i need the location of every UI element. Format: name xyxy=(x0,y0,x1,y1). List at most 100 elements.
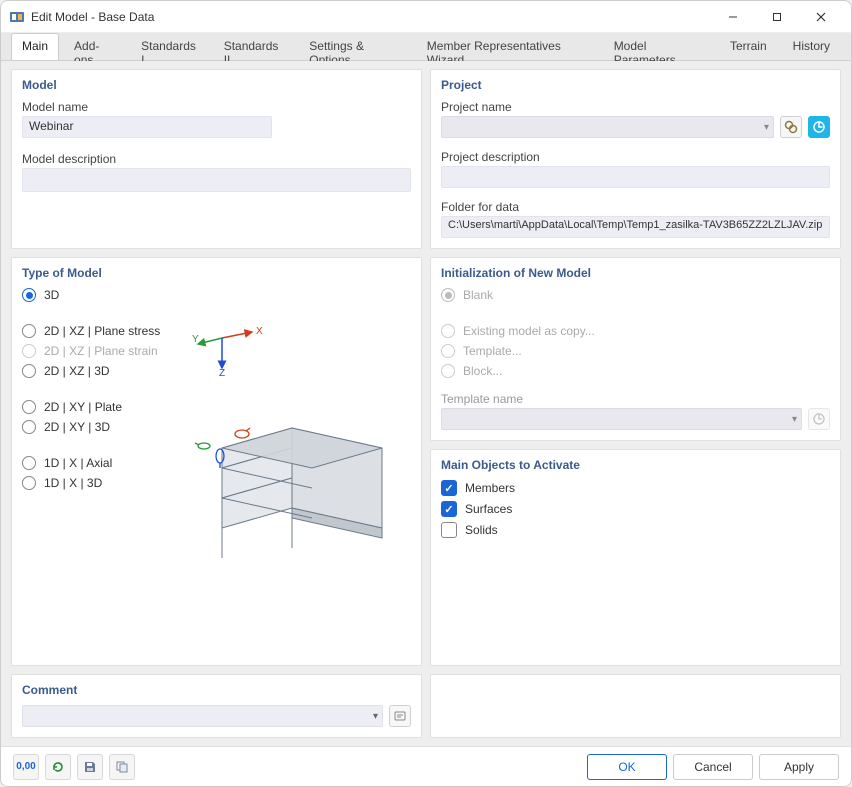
units-tool-icon[interactable]: 0,00 xyxy=(13,754,39,780)
project-section-title: Project xyxy=(441,78,830,92)
mainobj-check-members[interactable]: Members xyxy=(441,480,830,496)
checkbox-label: Members xyxy=(465,481,515,495)
project-manager-icon[interactable] xyxy=(780,116,802,138)
tab-settings-options[interactable]: Settings & Options xyxy=(298,33,412,60)
checkbox-label: Surfaces xyxy=(465,502,512,516)
svg-text:Z: Z xyxy=(219,368,225,378)
tabstrip: MainAdd-onsStandards IStandards IISettin… xyxy=(1,33,851,61)
ok-button[interactable]: OK xyxy=(587,754,667,780)
dialog-window: Edit Model - Base Data MainAdd-onsStanda… xyxy=(0,0,852,787)
comment-section-title: Comment xyxy=(22,683,411,697)
radio-icon xyxy=(441,364,455,378)
content-area: Model Model name Webinar Model descripti… xyxy=(1,61,851,674)
comment-combo[interactable]: ▾ xyxy=(22,705,383,727)
model-isometric-preview xyxy=(192,408,412,578)
minimize-button[interactable] xyxy=(711,2,755,32)
radio-icon xyxy=(22,420,36,434)
comment-edit-icon[interactable] xyxy=(389,705,411,727)
radio-label: 2D | XZ | Plane stress xyxy=(44,324,160,338)
refresh-tool-icon[interactable] xyxy=(45,754,71,780)
radio-label: 2D | XZ | Plane strain xyxy=(44,344,158,358)
save-tool-icon[interactable] xyxy=(77,754,103,780)
svg-text:Y: Y xyxy=(192,334,199,345)
project-name-label: Project name xyxy=(441,100,830,114)
radio-label: Block... xyxy=(463,364,502,378)
tab-history[interactable]: History xyxy=(782,33,841,60)
radio-label: 2D | XZ | 3D xyxy=(44,364,110,378)
app-icon xyxy=(9,9,25,25)
checkbox-icon xyxy=(441,501,457,517)
project-name-row: ▾ xyxy=(441,116,830,138)
project-name-select[interactable]: ▾ xyxy=(441,116,774,138)
apply-button[interactable]: Apply xyxy=(759,754,839,780)
tab-terrain[interactable]: Terrain xyxy=(719,33,778,60)
template-name-row: ▾ xyxy=(441,408,830,430)
cancel-button[interactable]: Cancel xyxy=(673,754,753,780)
tab-add-ons[interactable]: Add-ons xyxy=(63,33,126,60)
init-radio-blank: Blank xyxy=(441,288,830,302)
checkbox-icon xyxy=(441,480,457,496)
radio-label: 2D | XY | 3D xyxy=(44,420,110,434)
model-desc-input[interactable] xyxy=(22,168,411,192)
model-desc-label: Model description xyxy=(22,152,411,166)
checkbox-icon xyxy=(441,522,457,538)
radio-label: 3D xyxy=(44,288,59,302)
radio-label: 2D | XY | Plate xyxy=(44,400,122,414)
bottom-right-panel xyxy=(430,674,841,738)
footer-bar: 0,00 OK Cancel Apply xyxy=(1,746,851,786)
radio-icon xyxy=(22,344,36,358)
radio-label: Existing model as copy... xyxy=(463,324,595,338)
init-radio-copy: Existing model as copy... xyxy=(441,324,830,338)
axes-diagram: X Y Z xyxy=(192,318,272,378)
model-name-input[interactable]: Webinar xyxy=(22,116,272,138)
radio-icon xyxy=(441,324,455,338)
radio-label: 1D | X | Axial xyxy=(44,456,112,470)
svg-text:X: X xyxy=(256,326,263,337)
radio-icon xyxy=(22,364,36,378)
mainobj-section-title: Main Objects to Activate xyxy=(441,458,830,472)
window-controls xyxy=(711,2,843,32)
mainobj-check-surfaces[interactable]: Surfaces xyxy=(441,501,830,517)
comment-input-row: ▾ xyxy=(22,705,411,727)
tab-model-parameters[interactable]: Model Parameters xyxy=(603,33,715,60)
radio-icon xyxy=(441,288,455,302)
project-cloud-icon[interactable] xyxy=(808,116,830,138)
radio-icon xyxy=(22,456,36,470)
tab-member-representatives-wizard[interactable]: Member Representatives Wizard xyxy=(416,33,599,60)
model-name-label: Model name xyxy=(22,100,411,114)
copy-tool-icon[interactable] xyxy=(109,754,135,780)
radio-label: Blank xyxy=(463,288,493,302)
main-objects-panel: Main Objects to Activate Members Surfaces… xyxy=(430,449,841,666)
template-name-select: ▾ xyxy=(441,408,802,430)
maximize-button[interactable] xyxy=(755,2,799,32)
radio-icon xyxy=(22,288,36,302)
initialization-panel: Initialization of New Model BlankExistin… xyxy=(430,257,841,441)
project-folder-input: C:\Users\marti\AppData\Local\Temp\Temp1_… xyxy=(441,216,830,238)
bottom-row: Comment ▾ xyxy=(1,674,851,746)
window-title: Edit Model - Base Data xyxy=(31,10,154,24)
radio-label: Template... xyxy=(463,344,522,358)
project-panel: Project Project name ▾ Project descripti… xyxy=(430,69,841,249)
model-section-title: Model xyxy=(22,78,411,92)
init-radio-block: Block... xyxy=(441,364,830,378)
init-radio-template: Template... xyxy=(441,344,830,358)
comment-panel: Comment ▾ xyxy=(11,674,422,738)
tab-standards-i[interactable]: Standards I xyxy=(130,33,209,60)
project-desc-input[interactable] xyxy=(441,166,830,188)
radio-icon xyxy=(22,324,36,338)
chevron-down-icon: ▾ xyxy=(373,711,378,722)
template-name-label: Template name xyxy=(441,392,830,406)
tab-main[interactable]: Main xyxy=(11,33,59,60)
project-desc-label: Project description xyxy=(441,150,830,164)
model-panel: Model Model name Webinar Model descripti… xyxy=(11,69,422,249)
radio-label: 1D | X | 3D xyxy=(44,476,102,490)
checkbox-label: Solids xyxy=(465,523,498,537)
type-of-model-panel: Type of Model 3D 2D | XZ | Plane stress 2D… xyxy=(11,257,422,666)
radio-icon xyxy=(22,400,36,414)
type-section-title: Type of Model xyxy=(22,266,411,280)
mainobj-check-solids[interactable]: Solids xyxy=(441,522,830,538)
template-browse-icon xyxy=(808,408,830,430)
type-radio-3d[interactable]: 3D xyxy=(22,288,411,302)
close-button[interactable] xyxy=(799,2,843,32)
tab-standards-ii[interactable]: Standards II xyxy=(213,33,295,60)
